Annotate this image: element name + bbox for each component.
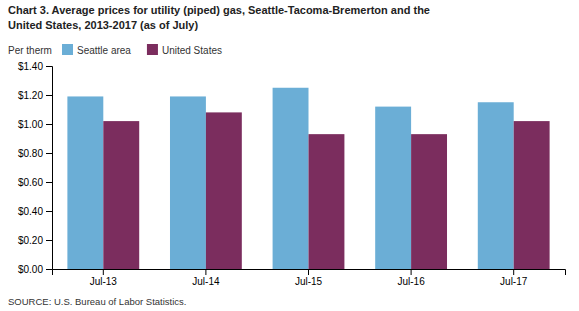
y-axis: $0.00 $0.20 $0.40 $0.60 $0.80 $1.00 $1.20 $1.40	[18, 61, 53, 275]
bar	[273, 88, 309, 269]
x-tick: Jul-17	[500, 269, 528, 287]
x-tick-mark	[103, 269, 104, 275]
x-axis-line	[53, 270, 566, 276]
bar	[478, 102, 514, 269]
y-axis-title: Per therm	[8, 45, 52, 56]
y-tick: $0.40	[18, 206, 52, 217]
title: Chart 3. Average prices for utility (pip…	[8, 4, 430, 16]
bar-series	[67, 88, 513, 269]
y-tick: $0.20	[18, 235, 52, 246]
y-tick-mark	[46, 153, 52, 154]
legend-swatch	[62, 44, 73, 55]
y-tick-mark	[46, 182, 52, 183]
x-tick: Jul-13	[90, 269, 118, 287]
x-tick-label: Jul-15	[295, 276, 323, 287]
x-tick: Jul-14	[192, 269, 220, 287]
y-tick: $0.00	[18, 264, 52, 275]
y-tick: $1.20	[18, 90, 52, 101]
chart: Chart 3. Average prices for utility (pip…	[0, 0, 579, 311]
bar	[309, 134, 345, 269]
y-tick-label: $0.80	[18, 148, 43, 159]
bar	[375, 107, 411, 269]
y-tick-mark	[46, 240, 52, 241]
bar	[514, 121, 550, 269]
x-tick-label: Jul-17	[500, 276, 528, 287]
y-tick-label: $0.00	[18, 264, 43, 275]
x-tick-mark	[513, 269, 514, 275]
y-tick-label: $0.40	[18, 206, 43, 217]
y-tick-label: $1.20	[18, 90, 43, 101]
x-tick-mark	[411, 269, 412, 275]
title: United States, 2013-2017 (as of July)	[8, 19, 198, 31]
x-tick-mark	[205, 269, 206, 275]
annotation: SOURCE: U.S. Bureau of Labor Statistics.	[8, 296, 186, 307]
y-tick: $1.40	[18, 61, 52, 72]
y-tick-label: $1.40	[18, 61, 43, 72]
legend-swatch	[147, 44, 158, 55]
x-axis: Jul-13 Jul-14 Jul-15 Jul-16 Jul-17	[53, 269, 566, 287]
x-tick-label: Jul-13	[90, 276, 118, 287]
y-tick-label: $0.20	[18, 235, 43, 246]
x-tick: Jul-15	[295, 269, 323, 287]
legend-item: United States	[147, 44, 222, 56]
x-tick: Jul-16	[397, 269, 425, 287]
bar	[411, 134, 447, 269]
y-axis-line	[46, 67, 53, 270]
legend-label: Seattle area	[77, 45, 131, 56]
y-tick-mark	[46, 95, 52, 96]
y-tick: $1.00	[18, 119, 52, 130]
y-tick-mark	[46, 211, 52, 212]
bar	[206, 112, 242, 269]
plot: $0.00 $0.20 $0.40 $0.60 $0.80 $1.00 $1.20 $1.40…	[18, 61, 566, 287]
legend-item: Seattle area	[62, 44, 131, 56]
y-tick-label: $1.00	[18, 119, 43, 130]
y-tick-mark	[46, 269, 52, 270]
y-tick-label: $0.60	[18, 177, 43, 188]
legend: Seattle area United States	[62, 44, 222, 56]
x-tick-label: Jul-16	[397, 276, 425, 287]
x-tick-mark	[308, 269, 309, 275]
bar	[170, 96, 206, 269]
y-tick: $0.80	[18, 148, 52, 159]
legend-label: United States	[162, 45, 222, 56]
y-tick-mark	[46, 124, 52, 125]
bar	[103, 121, 139, 269]
bar	[67, 96, 103, 269]
bars	[67, 88, 549, 269]
x-tick-label: Jul-14	[192, 276, 220, 287]
y-tick: $0.60	[18, 177, 52, 188]
bar-series	[103, 112, 549, 269]
y-tick-mark	[46, 66, 52, 67]
